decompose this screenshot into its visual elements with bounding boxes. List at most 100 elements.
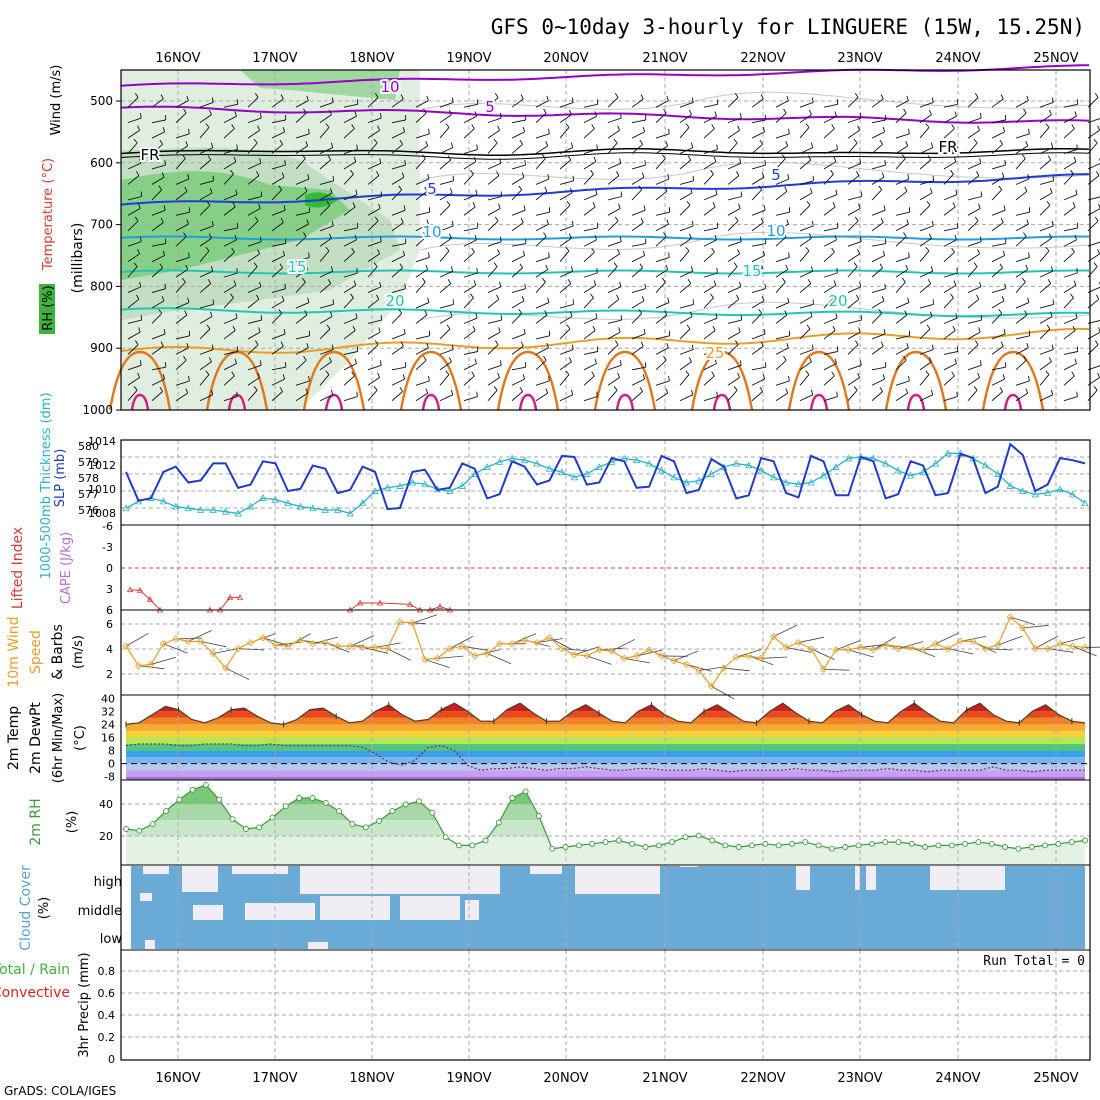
wind-barb-flag: [326, 324, 331, 330]
ylabel-2m-temp: 2m Temp: [6, 706, 22, 770]
wind-barb-10m: [549, 637, 573, 651]
wind-barb-flag: [596, 144, 598, 150]
wind-barb-flag: [979, 281, 982, 288]
wind-barb: [127, 117, 142, 124]
wind-barb-flag: [279, 139, 283, 145]
wind-barb: [679, 361, 692, 371]
wind-barb: [511, 222, 524, 232]
wind-barb: [1039, 127, 1050, 139]
wind-barb-flag: [733, 138, 738, 144]
wind-barb: [823, 103, 838, 108]
rh-2m-point: [362, 824, 369, 831]
wind-barb-flag: [784, 310, 788, 316]
wind-barb: [463, 375, 475, 386]
thickness-point: [807, 478, 815, 486]
wind-barb: [703, 297, 714, 309]
wind-barb-flag: [163, 205, 166, 211]
wind-barb: [271, 378, 285, 386]
wind-barb: [1063, 284, 1077, 293]
cloud-gap: [530, 866, 562, 874]
thickness-point: [844, 454, 853, 462]
wind-speed-point: [832, 646, 840, 654]
wind-barb-flag: [231, 247, 235, 253]
wind-barb-flag: [1070, 169, 1074, 175]
wind-barb: [127, 241, 142, 247]
wind-barb-flag: [715, 189, 718, 195]
wind-barb: [583, 330, 596, 340]
wind-barb: [247, 220, 259, 232]
wind-barb: [223, 115, 237, 124]
wind-barb-flag: [736, 294, 740, 300]
wind-barb: [895, 223, 909, 232]
temp-band: [126, 757, 1085, 764]
wind-barb: [631, 143, 643, 154]
wind-barb: [679, 114, 692, 123]
wind-barb-flag: [1097, 249, 1100, 255]
wind-barb: [535, 190, 548, 201]
wind-barb: [415, 302, 430, 309]
wind-barb-flag: [327, 279, 332, 284]
wind-barb: [1039, 283, 1051, 293]
ylabel-total-rain: Total / Rain: [0, 962, 70, 978]
wind-barb: [151, 164, 166, 170]
wind-barb: [415, 281, 426, 293]
cloud-gap: [796, 866, 810, 890]
wind-barb: [367, 253, 380, 263]
wind-speed-point: [570, 651, 578, 659]
wind-barb: [535, 269, 548, 278]
wind-barb: [295, 211, 310, 216]
wind-barb: [511, 209, 526, 216]
wind-barb: [511, 288, 526, 294]
contour-label: 5: [427, 180, 437, 198]
thickness-point: [682, 478, 691, 486]
wind-barb-flag: [256, 171, 260, 176]
wind-barb: [271, 391, 283, 402]
wind-barb-flag: [257, 249, 261, 255]
wind-speed-point: [907, 643, 915, 651]
wind-barb: [919, 270, 933, 278]
wind-barb-flag: [138, 327, 141, 333]
wind-barb: [415, 392, 428, 402]
wind-barb-flag: [788, 375, 790, 382]
wind-barb: [631, 267, 643, 278]
wind-barb: [319, 237, 332, 247]
wind-barb-flag: [619, 158, 622, 164]
wind-barb-flag: [136, 294, 140, 300]
wind-barb-flag: [976, 294, 980, 300]
wind-barb-flag: [805, 123, 810, 128]
wind-barb: [799, 114, 812, 123]
wind-barb-flag: [400, 341, 404, 347]
pressure-tick: 500: [90, 94, 113, 108]
wind-barb: [247, 364, 262, 371]
wind-barb: [535, 145, 548, 154]
wind-barb: [751, 176, 765, 185]
wind-barb-flag: [428, 252, 430, 258]
wind-barb-flag: [665, 264, 669, 270]
wind-barb-flag: [690, 142, 694, 148]
wind-barb: [415, 380, 430, 386]
wind-barb-flag: [908, 375, 910, 382]
wind-barb-flag: [763, 205, 766, 211]
wind-barb: [343, 284, 357, 293]
wind-barb: [439, 316, 453, 324]
wind-barb-flag: [809, 311, 813, 317]
thickness-point: [246, 502, 255, 510]
wind-barb: [343, 330, 356, 340]
wind-barb: [583, 251, 595, 263]
wind-barb-flag: [835, 189, 838, 195]
wind-barb-flag: [853, 262, 858, 267]
wind-barb-flag: [643, 328, 646, 334]
wind-barb-flag: [183, 232, 187, 237]
wind-barb: [559, 205, 571, 216]
wind-barb: [943, 251, 955, 263]
wind-barb: [607, 253, 620, 263]
wind-barb: [871, 378, 885, 386]
wind-barb-flag: [592, 202, 596, 208]
wind-barb-flag: [476, 268, 478, 274]
wind-barb-flag: [497, 125, 501, 131]
wind-barb: [1039, 159, 1051, 170]
wind-barb: [727, 253, 740, 263]
wind-barb-flag: [977, 125, 981, 131]
wind-barb: [775, 178, 790, 185]
wind-barb-flag: [283, 205, 286, 211]
